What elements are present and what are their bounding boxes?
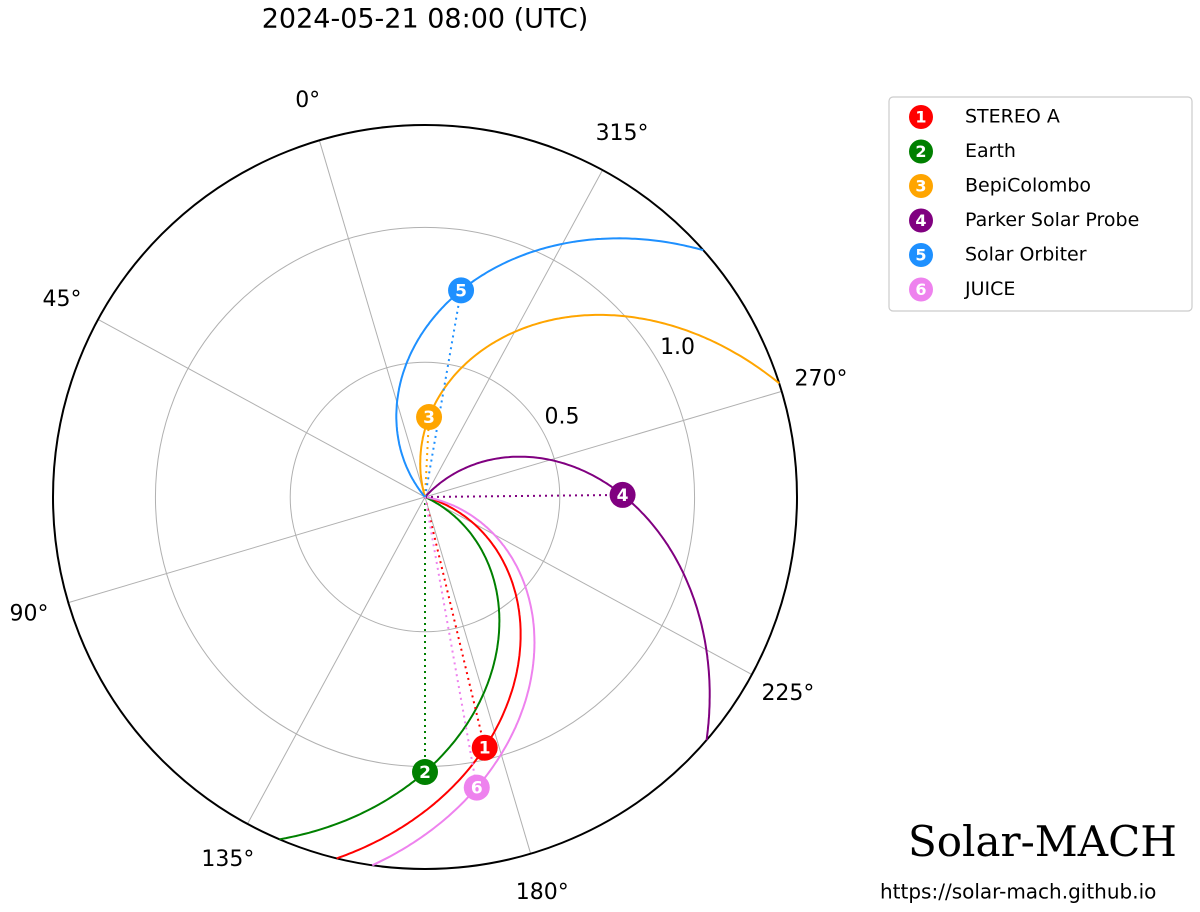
grid-line [97,319,426,498]
parker-spiral [419,313,780,498]
body-marker [609,481,636,508]
legend-number: 5 [915,246,926,265]
legend-label: JUICE [964,278,1015,300]
legend-number: 3 [915,177,926,196]
body-marker [412,758,438,785]
radial-dotted-line [424,416,431,498]
legend-box [888,96,1193,312]
body-marker [416,404,443,431]
chart-title: 2024-05-21 08:00 (UTC) [262,4,588,35]
body-number: 6 [471,779,483,799]
body-number: 1 [479,739,491,759]
parker-spiral [336,496,522,860]
grid-line [424,390,782,498]
legend-marker [909,174,933,198]
outer-circle [52,124,798,870]
grid-line [424,496,753,675]
legend-label: Earth [965,140,1016,162]
grid-line [68,496,426,604]
parker-spiral [279,496,501,841]
watermark: Solar-MACH [908,817,1177,866]
legend-marker [909,208,933,233]
parker-spiral [371,496,536,867]
grid-line [424,169,603,498]
theta-tick-label: 45° [43,287,82,312]
legend-label: Parker Solar Probe [965,209,1139,231]
legend-number: 6 [915,280,926,299]
theta-tick-label: 270° [794,367,847,392]
legend-label: Solar Orbiter [965,244,1087,266]
theta-tick-label: 225° [761,681,814,706]
legend-number: 1 [915,108,926,127]
body-number: 2 [419,763,431,783]
url: https://solar-mach.github.io [880,880,1156,904]
parker-spiral [424,455,711,741]
grid-line [424,496,532,854]
radial-dotted-line [424,496,486,748]
body-number: 3 [423,408,435,428]
theta-tick-label: 315° [596,121,649,146]
legend-marker [909,139,933,164]
body-marker [463,774,490,801]
legend-number: 4 [915,211,926,230]
parker-spiral [395,237,704,498]
radial-dotted-line [424,290,463,498]
legend-label: STEREO A [965,106,1060,128]
body-number: 5 [455,281,467,301]
theta-tick-label: 135° [201,847,254,872]
legend-marker [909,105,933,129]
theta-tick-label: 90° [10,601,49,626]
legend-marker [909,243,933,267]
theta-tick-label: 0° [295,88,320,113]
radial-dotted-line [424,493,623,498]
legend-label: BepiColombo [965,175,1091,197]
grid-circle [289,361,561,633]
body-marker [471,734,498,761]
grid-line [247,496,426,825]
legend-number: 2 [915,142,926,161]
theta-tick-label: 180° [516,880,569,905]
r-tick-label: 1.0 [660,335,695,360]
radial-dotted-line [424,496,478,788]
r-tick-label: 0.5 [545,405,580,430]
legend-marker [909,277,933,302]
body-number: 4 [617,486,629,506]
body-marker [448,277,475,304]
grid-line [318,140,426,498]
